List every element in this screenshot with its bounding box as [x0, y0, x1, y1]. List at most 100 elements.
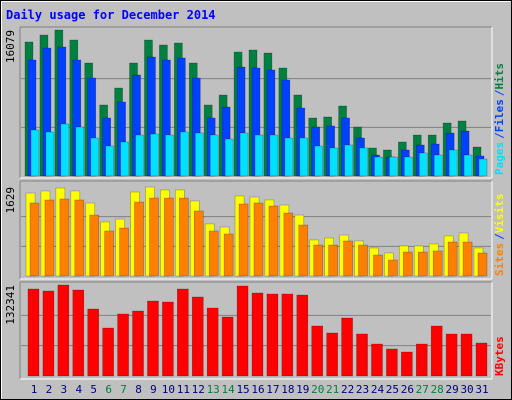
y-tick-label: 1629 — [4, 187, 17, 214]
bar — [417, 251, 428, 277]
bar — [253, 202, 264, 277]
legend: Pages/Files/Hits — [493, 63, 506, 175]
bar — [238, 203, 249, 277]
bar — [268, 205, 279, 277]
bar — [74, 199, 85, 277]
bar — [358, 244, 368, 277]
x-tick-label: 25 — [386, 383, 399, 396]
x-tick-label: 28 — [431, 383, 444, 396]
bar — [90, 137, 100, 177]
bar — [135, 134, 144, 177]
bar — [149, 197, 159, 277]
bar — [30, 129, 40, 177]
x-tick-label: 27 — [416, 383, 429, 396]
bar — [329, 147, 338, 177]
x-tick-label: 10 — [162, 383, 175, 396]
x-tick-label: 4 — [75, 383, 82, 396]
bar — [386, 348, 398, 377]
bar — [460, 333, 473, 377]
bar — [165, 134, 174, 177]
bar — [75, 126, 85, 177]
x-tick-label: 13 — [207, 383, 220, 396]
bar — [401, 351, 413, 377]
legend-entry: Visits — [493, 194, 506, 234]
legend: KBytes — [493, 336, 506, 376]
bar — [179, 197, 189, 277]
bar — [104, 230, 114, 277]
legend-entry: Hits — [493, 63, 506, 90]
bar — [313, 244, 324, 277]
x-tick-label: 11 — [177, 383, 190, 396]
x-tick-label: 1 — [31, 383, 38, 396]
bar — [162, 301, 174, 377]
bar — [463, 154, 473, 177]
bar — [404, 156, 413, 177]
bar — [314, 145, 324, 177]
legend-separator: / — [493, 89, 506, 96]
bar — [299, 137, 309, 177]
bar — [87, 308, 100, 377]
bar — [445, 333, 458, 377]
bar — [27, 288, 40, 377]
x-tick-label: 14 — [222, 383, 236, 396]
bar — [283, 212, 294, 277]
bar — [373, 254, 383, 277]
bar — [42, 290, 55, 377]
x-tick-label: 31 — [475, 383, 488, 396]
x-tick-label: 2 — [46, 383, 53, 396]
bar — [326, 332, 338, 377]
bar — [221, 316, 234, 377]
x-tick-label: 20 — [311, 383, 324, 396]
bar — [45, 131, 55, 177]
bar — [254, 134, 264, 177]
bar — [134, 201, 144, 277]
legend: Sites /Visits — [493, 194, 506, 277]
x-tick-label: 3 — [61, 383, 68, 396]
bar — [206, 307, 219, 377]
bar — [328, 244, 338, 277]
bar — [344, 144, 353, 177]
bar — [284, 137, 294, 177]
bar — [147, 300, 159, 377]
bar — [403, 251, 413, 277]
x-tick-label: 9 — [150, 383, 157, 396]
bar — [374, 156, 383, 177]
x-tick-label: 8 — [135, 383, 142, 396]
bar — [478, 158, 488, 177]
bar — [266, 293, 279, 377]
x-tick-label: 22 — [341, 383, 354, 396]
bar — [194, 132, 204, 177]
x-tick-label: 26 — [401, 383, 414, 396]
bar — [102, 327, 114, 377]
bar — [251, 292, 264, 377]
bar — [343, 240, 353, 277]
bar — [89, 214, 100, 277]
bar — [119, 227, 129, 277]
bar — [191, 296, 204, 377]
bar — [433, 154, 443, 177]
bar — [120, 141, 129, 177]
bar — [193, 210, 204, 277]
bar — [44, 199, 55, 277]
x-tick-label: 18 — [281, 383, 294, 396]
x-tick-label: 7 — [120, 383, 127, 396]
bar — [60, 123, 70, 177]
bar — [477, 252, 488, 277]
bar — [57, 284, 70, 377]
bar — [224, 138, 234, 177]
bar — [164, 197, 174, 277]
bar — [389, 156, 398, 177]
bar — [223, 233, 234, 277]
x-tick-label: 24 — [371, 383, 385, 396]
x-tick-label: 19 — [296, 383, 309, 396]
bar — [59, 198, 70, 277]
legend-separator: / — [493, 132, 506, 139]
bar — [281, 293, 294, 377]
bar — [462, 241, 473, 277]
legend-entry: Files — [493, 99, 506, 132]
bar — [117, 313, 129, 377]
bar — [239, 132, 249, 177]
bar — [447, 241, 458, 277]
bar — [311, 325, 324, 377]
